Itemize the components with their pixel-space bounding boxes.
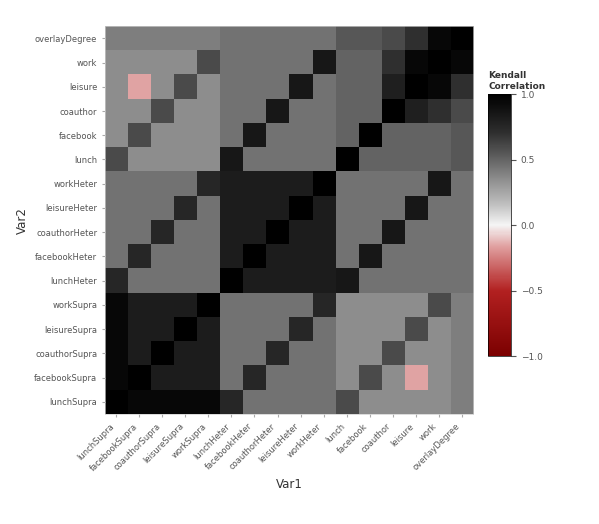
Y-axis label: Var2: Var2 — [16, 206, 29, 234]
X-axis label: Var1: Var1 — [276, 478, 302, 491]
Text: Kendall
Correlation: Kendall Correlation — [488, 71, 546, 91]
